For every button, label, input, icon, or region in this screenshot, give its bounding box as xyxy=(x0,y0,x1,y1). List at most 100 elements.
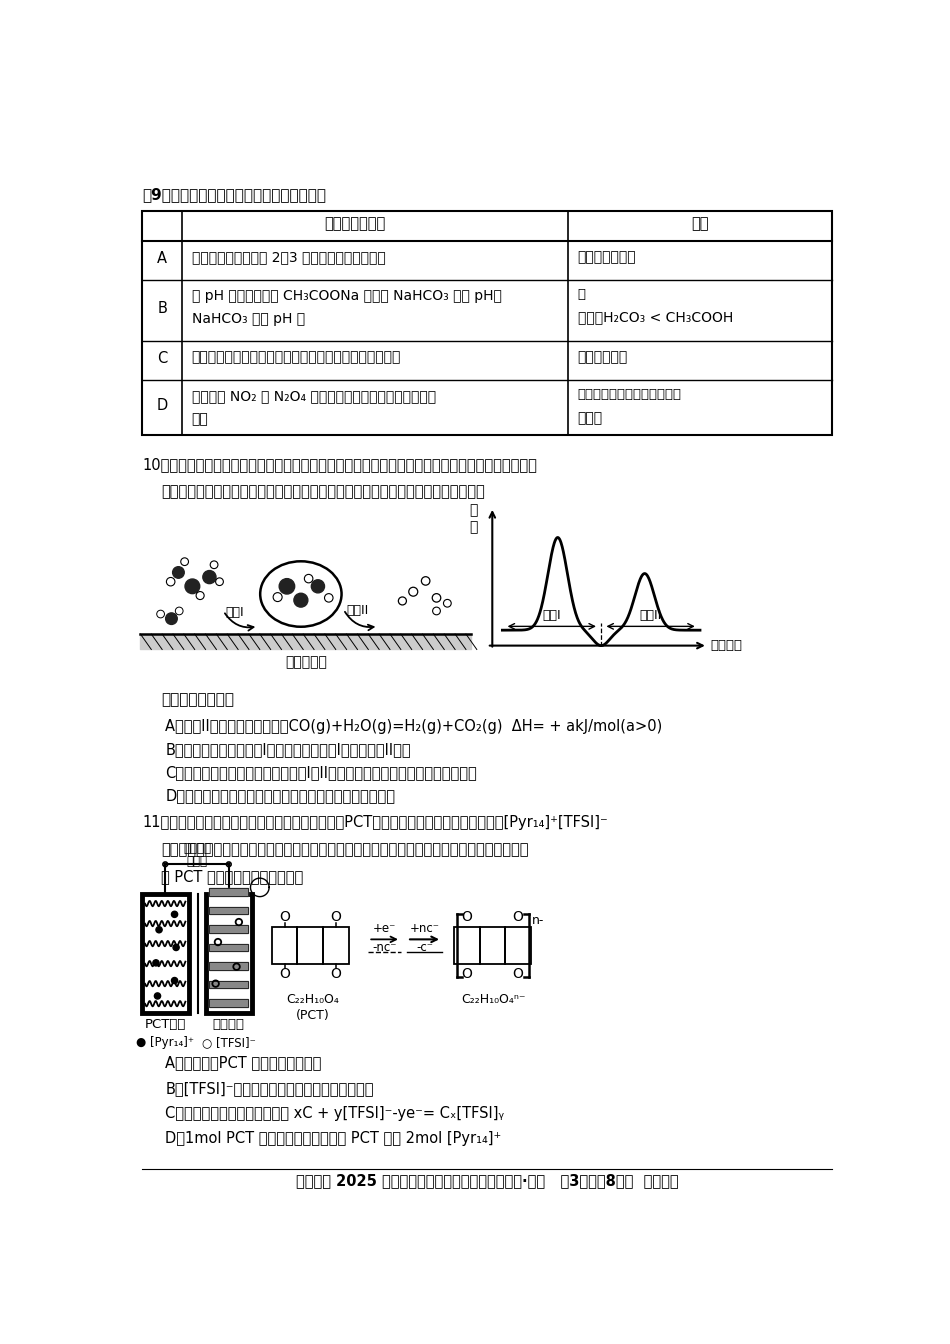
Bar xyxy=(209,943,248,952)
Text: 用 pH 试纸分别测定 CH₃COONa 溶液和 NaHCO₃ 溶液 pH，: 用 pH 试纸分别测定 CH₃COONa 溶液和 NaHCO₃ 溶液 pH， xyxy=(192,289,502,304)
Circle shape xyxy=(171,911,178,918)
Text: 下列说法正确的是: 下列说法正确的是 xyxy=(162,692,235,707)
Text: O: O xyxy=(513,968,523,981)
Text: 10．中国科学技术大学曾杰教授研究团队通过修饰铜基催化剂，在碳氧化物与有机分子转化的研究中: 10．中国科学技术大学曾杰教授研究团队通过修饰铜基催化剂，在碳氧化物与有机分子转… xyxy=(142,457,537,472)
Text: 降低温度，平衡向放热反应方: 降低温度，平衡向放热反应方 xyxy=(578,387,681,401)
Text: D．1mol PCT 完全反应，理论上嵌入 PCT 电极 2mol [Pyr₁₄]⁺: D．1mol PCT 完全反应，理论上嵌入 PCT 电极 2mol [Pyr₁₄… xyxy=(165,1132,502,1146)
Circle shape xyxy=(216,578,223,586)
Bar xyxy=(209,907,248,914)
Text: ● [Pyr₁₄]⁺: ● [Pyr₁₄]⁺ xyxy=(136,1036,194,1050)
Text: (PCT): (PCT) xyxy=(295,1008,330,1021)
Circle shape xyxy=(432,594,441,602)
Text: 向某无色溶液中滴入 2～3 滴甲基橙，溶液变红；: 向某无色溶液中滴入 2～3 滴甲基橙，溶液变红； xyxy=(192,250,386,265)
Text: A．反应II的热化学方程式为：CO(g)+H₂O(g)=H₂(g)+CO₂(g)  ΔH= + akJ/mol(a>0): A．反应II的热化学方程式为：CO(g)+H₂O(g)=H₂(g)+CO₂(g)… xyxy=(165,719,662,734)
Bar xyxy=(209,888,248,896)
Text: D．反应过程涉及极性共价键、非极性共价键的断裂和形成: D．反应过程涉及极性共价键、非极性共价键的断裂和形成 xyxy=(165,788,395,804)
Bar xyxy=(209,962,248,970)
Text: B．[TFSI]⁻脱离石墨电极时，电池处于放电过程: B．[TFSI]⁻脱离石墨电极时，电池处于放电过程 xyxy=(165,1081,373,1095)
Text: D: D xyxy=(157,398,168,413)
Circle shape xyxy=(171,977,178,984)
Text: 能: 能 xyxy=(469,503,478,517)
Circle shape xyxy=(153,960,159,966)
Bar xyxy=(205,894,252,1013)
Text: A: A xyxy=(157,251,167,266)
Text: 反应I: 反应I xyxy=(542,609,561,622)
Text: ）9．下列实验操作、现象和结论相对应的是: ）9．下列实验操作、现象和结论相对应的是 xyxy=(142,187,326,203)
Text: C．充电时，石墨电极发生反应 xC + y[TFSI]⁻-ye⁻= Cₓ[TFSI]ᵧ: C．充电时，石墨电极发生反应 xC + y[TFSI]⁻-ye⁻= Cₓ[TFS… xyxy=(165,1106,504,1121)
Text: 为电解液，离子可逆地嵌入电极或从电极上脱离返回电解液中。已知充电时，石墨电极的电势高: 为电解液，离子可逆地嵌入电极或从电极上脱离返回电解液中。已知充电时，石墨电极的电… xyxy=(162,841,529,857)
Text: B．总反应的快慢由反应I决定，是因为反应I吸热、反应II放热: B．总反应的快慢由反应I决定，是因为反应I吸热、反应II放热 xyxy=(165,742,410,757)
Circle shape xyxy=(165,613,178,625)
Text: 反应II: 反应II xyxy=(347,603,369,617)
Text: NaHCO₃ 溶液 pH 大: NaHCO₃ 溶液 pH 大 xyxy=(192,312,305,327)
Text: A．充电时，PCT 电极发生还原反应: A．充电时，PCT 电极发生还原反应 xyxy=(165,1055,322,1070)
Text: 反应过程: 反应过程 xyxy=(710,640,742,652)
Bar xyxy=(209,981,248,988)
Circle shape xyxy=(210,560,218,569)
Circle shape xyxy=(432,607,441,614)
Text: 反应I: 反应I xyxy=(226,606,244,618)
Text: 该溶液是酸溶液: 该溶液是酸溶液 xyxy=(578,250,637,265)
Circle shape xyxy=(196,591,204,599)
Text: 将封装有 NO₂ 和 N₂O₄ 混合气体的烧瓶浸入冷水，红棕色: 将封装有 NO₂ 和 N₂O₄ 混合气体的烧瓶浸入冷水，红棕色 xyxy=(192,390,436,403)
Bar xyxy=(209,999,248,1007)
Text: C．选择优良的催化剂可以降低反应I和II的活化能，从而减少反应过程中的能耗: C．选择优良的催化剂可以降低反应I和II的活化能，从而减少反应过程中的能耗 xyxy=(165,765,477,780)
Text: 铜基催化剂: 铜基催化剂 xyxy=(285,656,327,669)
Bar xyxy=(142,211,832,435)
Text: -nc⁻: -nc⁻ xyxy=(372,941,397,954)
Circle shape xyxy=(294,593,308,607)
Text: C₂₂H₁₀O₄: C₂₂H₁₀O₄ xyxy=(286,993,339,1007)
Circle shape xyxy=(180,558,188,566)
Text: O: O xyxy=(513,910,523,925)
Text: 该气体是乙烯: 该气体是乙烯 xyxy=(578,351,628,364)
Text: ）: ） xyxy=(578,288,585,301)
Text: 获得多项突破。甲醇与水（均为气态）在铜基催化剂上的反应机理和能量变化如图：: 获得多项突破。甲醇与水（均为气态）在铜基催化剂上的反应机理和能量变化如图： xyxy=(162,484,485,499)
Bar xyxy=(209,999,248,1007)
Circle shape xyxy=(444,599,451,607)
Text: O: O xyxy=(331,910,341,925)
Text: 11．某双离子电池如下图。该电池以并五苯四酮（PCT）和石墨为电极，以室温离子液体[Pyr₁₄]⁺[TFSI]⁻: 11．某双离子电池如下图。该电池以并五苯四酮（PCT）和石墨为电极，以室温离子液… xyxy=(142,814,608,831)
Text: +nc⁻: +nc⁻ xyxy=(409,922,440,934)
Text: 合肥一中 2025 届高三年级上学期阶段性诊断检测卷·化学   第3页（共8页）  省十联考: 合肥一中 2025 届高三年级上学期阶段性诊断检测卷·化学 第3页（共8页） 省… xyxy=(295,1173,678,1188)
Text: 向移动: 向移动 xyxy=(578,411,602,425)
Circle shape xyxy=(408,587,418,597)
Text: 酸性：H₂CO₃ < CH₃COOH: 酸性：H₂CO₃ < CH₃COOH xyxy=(578,310,732,325)
Circle shape xyxy=(155,993,161,999)
Circle shape xyxy=(304,574,313,583)
Text: 或电源: 或电源 xyxy=(186,855,207,868)
Text: O: O xyxy=(279,910,290,925)
Text: 反应II: 反应II xyxy=(639,609,662,622)
Text: 量: 量 xyxy=(469,520,478,534)
Text: C₂₂H₁₀O₄ⁿ⁻: C₂₂H₁₀O₄ⁿ⁻ xyxy=(461,993,525,1007)
Circle shape xyxy=(176,607,183,614)
Bar xyxy=(209,907,248,914)
Circle shape xyxy=(173,567,184,578)
Circle shape xyxy=(398,597,407,605)
Circle shape xyxy=(185,579,200,594)
Text: 实验操作、现象: 实验操作、现象 xyxy=(325,216,386,231)
Circle shape xyxy=(156,926,162,933)
Text: O: O xyxy=(462,968,472,981)
Circle shape xyxy=(166,578,175,586)
Text: O: O xyxy=(331,968,341,981)
Circle shape xyxy=(203,571,216,583)
Text: 变浅: 变浅 xyxy=(192,413,208,426)
Bar xyxy=(209,888,248,896)
Circle shape xyxy=(157,610,164,618)
Text: 于 PCT 电极。下列说法错误的是: 于 PCT 电极。下列说法错误的是 xyxy=(162,870,304,884)
Circle shape xyxy=(325,594,333,602)
Bar xyxy=(209,943,248,952)
Circle shape xyxy=(422,577,430,585)
Circle shape xyxy=(173,945,180,950)
Circle shape xyxy=(279,579,294,594)
Text: -c⁻: -c⁻ xyxy=(416,941,433,954)
Text: B: B xyxy=(157,301,167,316)
Text: O: O xyxy=(462,910,472,925)
Text: 外接负载: 外接负载 xyxy=(183,843,211,855)
Circle shape xyxy=(274,593,282,602)
Bar xyxy=(142,894,188,1013)
Text: ○ [TFSI]⁻: ○ [TFSI]⁻ xyxy=(201,1036,256,1050)
Circle shape xyxy=(312,579,325,593)
Text: PCT电极: PCT电极 xyxy=(144,1019,186,1031)
Text: 结论: 结论 xyxy=(692,216,709,231)
